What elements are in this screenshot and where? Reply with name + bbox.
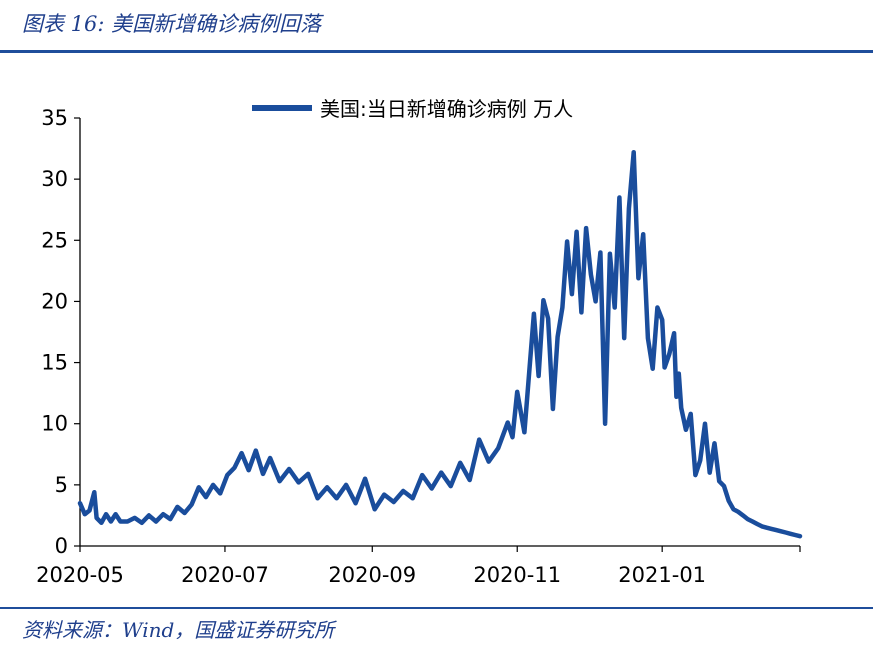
y-tick-label: 35	[41, 106, 68, 130]
legend-label: 美国:当日新增确诊病例 万人	[320, 97, 573, 121]
series-line-us-daily-cases	[77, 149, 803, 539]
x-axis: 2020-05 2020-07 2020-09 2020-11 2021-01	[36, 545, 801, 587]
figure-title: 图表 16: 美国新增确诊病例回落	[22, 12, 322, 36]
x-tick-label: 2020-11	[473, 563, 561, 587]
y-tick-label: 5	[55, 473, 68, 497]
x-tick-label: 2020-07	[181, 563, 269, 587]
y-axis: 0 5 10 15 20 25 30 35	[41, 106, 81, 558]
x-tick-label: 2020-09	[328, 563, 416, 587]
top-rule	[0, 50, 873, 53]
y-tick-label: 0	[55, 534, 68, 558]
y-tick-label: 25	[41, 228, 68, 252]
bottom-rule	[0, 607, 873, 609]
source-note: 资料来源：Wind，国盛证券研究所	[22, 618, 335, 642]
x-tick-label: 2020-05	[36, 563, 124, 587]
y-tick-label: 10	[41, 412, 68, 436]
y-tick-label: 20	[41, 289, 68, 313]
series-layer	[77, 149, 803, 539]
y-tick-label: 15	[41, 351, 68, 375]
y-tick-label: 30	[41, 167, 68, 191]
x-tick-label: 2021-01	[618, 563, 706, 587]
legend: 美国:当日新增确诊病例 万人	[252, 97, 573, 121]
